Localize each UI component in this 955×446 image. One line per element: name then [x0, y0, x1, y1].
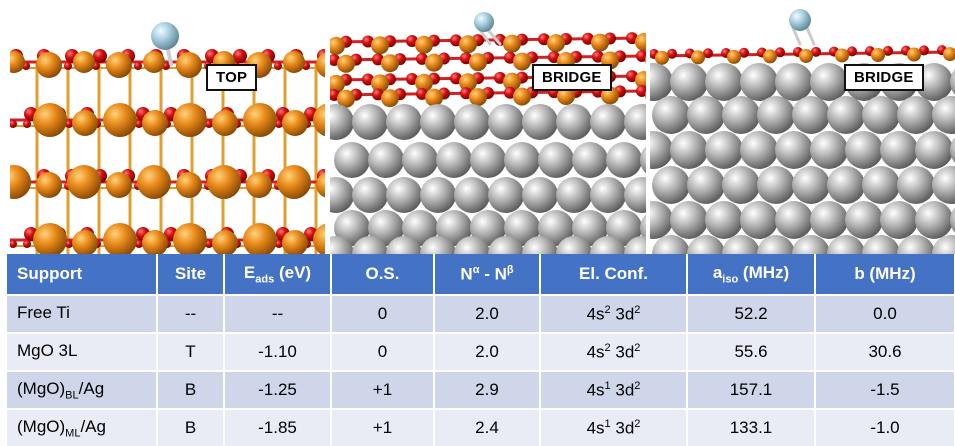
structure-panels: TOP BRIDGE BRIDGE [10, 0, 955, 254]
cell-elconf: 4s2 3d2 [540, 294, 688, 333]
cell-n: 2.0 [434, 332, 541, 371]
site-label-bridge-ml: BRIDGE [844, 64, 924, 91]
cell-site: T [157, 332, 225, 371]
cell-aiso: 52.2 [687, 294, 816, 333]
cell-aiso: 55.6 [687, 332, 816, 371]
cell-support: Free Ti [7, 294, 158, 333]
panel-mgo-ml-ag: BRIDGE [650, 0, 955, 254]
panel-mgo-3l: TOP [10, 0, 325, 254]
cell-b: -1.0 [815, 408, 955, 446]
cell-support: (MgO)ML/Ag [7, 408, 158, 446]
header-electronic-configuration: El. Conf. [540, 254, 688, 295]
site-label-top: TOP [206, 64, 258, 91]
cell-os: 0 [331, 332, 435, 371]
table-row: Free Ti -- -- 0 2.0 4s2 3d2 52.2 0.0 [7, 294, 955, 333]
cell-elconf: 4s1 3d2 [540, 370, 688, 409]
cell-eads: -- [224, 294, 332, 333]
panel-mgo-bl-ag: BRIDGE [330, 0, 646, 254]
table-row: (MgO)ML/Ag B -1.85 +1 2.4 4s1 3d2 133.1 … [7, 408, 955, 446]
table-row: MgO 3L T -1.10 0 2.0 4s2 3d2 55.6 30.6 [7, 332, 955, 371]
cell-aiso: 157.1 [687, 370, 816, 409]
cell-site: -- [157, 294, 225, 333]
table-header-row: Support Site Eads (eV) O.S. Nα - Nβ El. … [7, 254, 955, 295]
cell-support: (MgO)BL/Ag [7, 370, 158, 409]
cell-site: B [157, 370, 225, 409]
header-b: b (MHz) [815, 254, 955, 295]
cell-elconf: 4s1 3d2 [540, 408, 688, 446]
adsorption-properties-table: Support Site Eads (eV) O.S. Nα - Nβ El. … [7, 254, 955, 446]
cell-aiso: 133.1 [687, 408, 816, 446]
cell-os: +1 [331, 408, 435, 446]
cell-eads: -1.25 [224, 370, 332, 409]
cell-elconf: 4s2 3d2 [540, 332, 688, 371]
cell-n: 2.9 [434, 370, 541, 409]
cell-b: 30.6 [815, 332, 955, 371]
cell-os: +1 [331, 370, 435, 409]
header-aiso: aiso (MHz) [687, 254, 816, 295]
cell-support: MgO 3L [7, 332, 158, 371]
header-eads: Eads (eV) [224, 254, 332, 295]
cell-eads: -1.10 [224, 332, 332, 371]
cell-b: 0.0 [815, 294, 955, 333]
cell-n: 2.0 [434, 294, 541, 333]
mgo-3l-structure-image [10, 22, 325, 254]
cell-eads: -1.85 [224, 408, 332, 446]
cell-b: -1.5 [815, 370, 955, 409]
header-oxidation-state: O.S. [331, 254, 435, 295]
mgo-bl-ag-structure-image [330, 12, 646, 254]
site-label-bridge-bl: BRIDGE [532, 64, 612, 91]
header-spin-difference: Nα - Nβ [434, 254, 541, 295]
cell-n: 2.4 [434, 408, 541, 446]
cell-os: 0 [331, 294, 435, 333]
table-row: (MgO)BL/Ag B -1.25 +1 2.9 4s1 3d2 157.1 … [7, 370, 955, 409]
header-support: Support [7, 254, 158, 295]
header-site: Site [157, 254, 225, 295]
mgo-ml-ag-structure-image [650, 9, 955, 254]
cell-site: B [157, 408, 225, 446]
